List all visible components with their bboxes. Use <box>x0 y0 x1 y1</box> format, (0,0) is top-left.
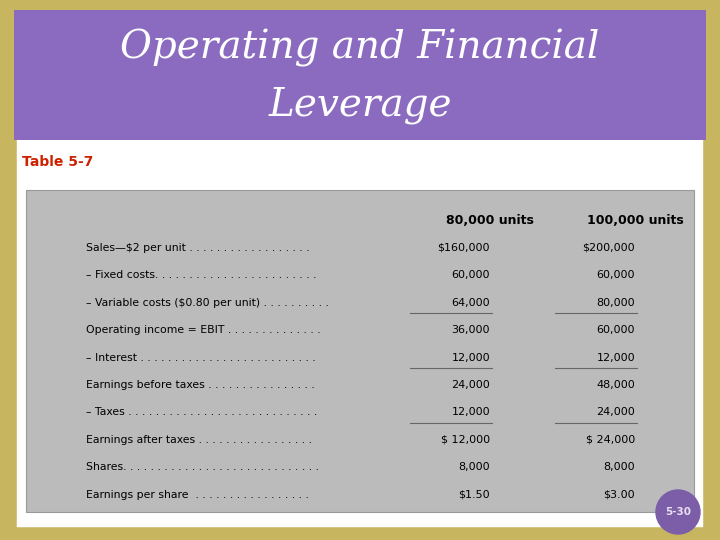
Text: 36,000: 36,000 <box>451 325 490 335</box>
Text: 64,000: 64,000 <box>451 298 490 308</box>
Text: 60,000: 60,000 <box>596 325 635 335</box>
Text: 24,000: 24,000 <box>451 380 490 390</box>
Text: 100,000 units: 100,000 units <box>587 213 683 226</box>
Text: 5-30: 5-30 <box>665 507 691 517</box>
Text: 8,000: 8,000 <box>459 462 490 472</box>
Text: $160,000: $160,000 <box>438 243 490 253</box>
Text: 12,000: 12,000 <box>451 353 490 362</box>
Circle shape <box>656 490 700 534</box>
Text: $1.50: $1.50 <box>459 490 490 500</box>
Text: Earnings per share  . . . . . . . . . . . . . . . . .: Earnings per share . . . . . . . . . . .… <box>86 490 309 500</box>
Text: 60,000: 60,000 <box>451 271 490 280</box>
Text: Sales—$2 per unit . . . . . . . . . . . . . . . . . .: Sales—$2 per unit . . . . . . . . . . . … <box>86 243 310 253</box>
FancyBboxPatch shape <box>14 10 706 530</box>
Text: 48,000: 48,000 <box>596 380 635 390</box>
Text: $ 24,000: $ 24,000 <box>586 435 635 445</box>
Text: 24,000: 24,000 <box>596 407 635 417</box>
Text: – Taxes . . . . . . . . . . . . . . . . . . . . . . . . . . . .: – Taxes . . . . . . . . . . . . . . . . … <box>86 407 318 417</box>
Text: 80,000: 80,000 <box>596 298 635 308</box>
Text: $200,000: $200,000 <box>582 243 635 253</box>
Text: Table 5-7: Table 5-7 <box>22 155 94 169</box>
Text: 12,000: 12,000 <box>451 407 490 417</box>
Text: 60,000: 60,000 <box>596 271 635 280</box>
Text: – Variable costs ($0.80 per unit) . . . . . . . . . .: – Variable costs ($0.80 per unit) . . . … <box>86 298 329 308</box>
Text: 12,000: 12,000 <box>596 353 635 362</box>
FancyBboxPatch shape <box>26 190 694 512</box>
Text: Shares. . . . . . . . . . . . . . . . . . . . . . . . . . . . .: Shares. . . . . . . . . . . . . . . . . … <box>86 462 319 472</box>
Text: Earnings after taxes . . . . . . . . . . . . . . . . .: Earnings after taxes . . . . . . . . . .… <box>86 435 312 445</box>
Text: $ 12,000: $ 12,000 <box>441 435 490 445</box>
Text: Operating income = EBIT . . . . . . . . . . . . . .: Operating income = EBIT . . . . . . . . … <box>86 325 320 335</box>
Text: 8,000: 8,000 <box>603 462 635 472</box>
Text: 80,000 units: 80,000 units <box>446 213 534 226</box>
Text: Earnings before taxes . . . . . . . . . . . . . . . .: Earnings before taxes . . . . . . . . . … <box>86 380 315 390</box>
Text: Leverage: Leverage <box>269 86 451 124</box>
FancyBboxPatch shape <box>14 10 706 140</box>
Text: Operating and Financial: Operating and Financial <box>120 29 600 67</box>
Text: $3.00: $3.00 <box>603 490 635 500</box>
Text: – Interest . . . . . . . . . . . . . . . . . . . . . . . . . .: – Interest . . . . . . . . . . . . . . .… <box>86 353 316 362</box>
Text: – Fixed costs. . . . . . . . . . . . . . . . . . . . . . . .: – Fixed costs. . . . . . . . . . . . . .… <box>86 271 317 280</box>
